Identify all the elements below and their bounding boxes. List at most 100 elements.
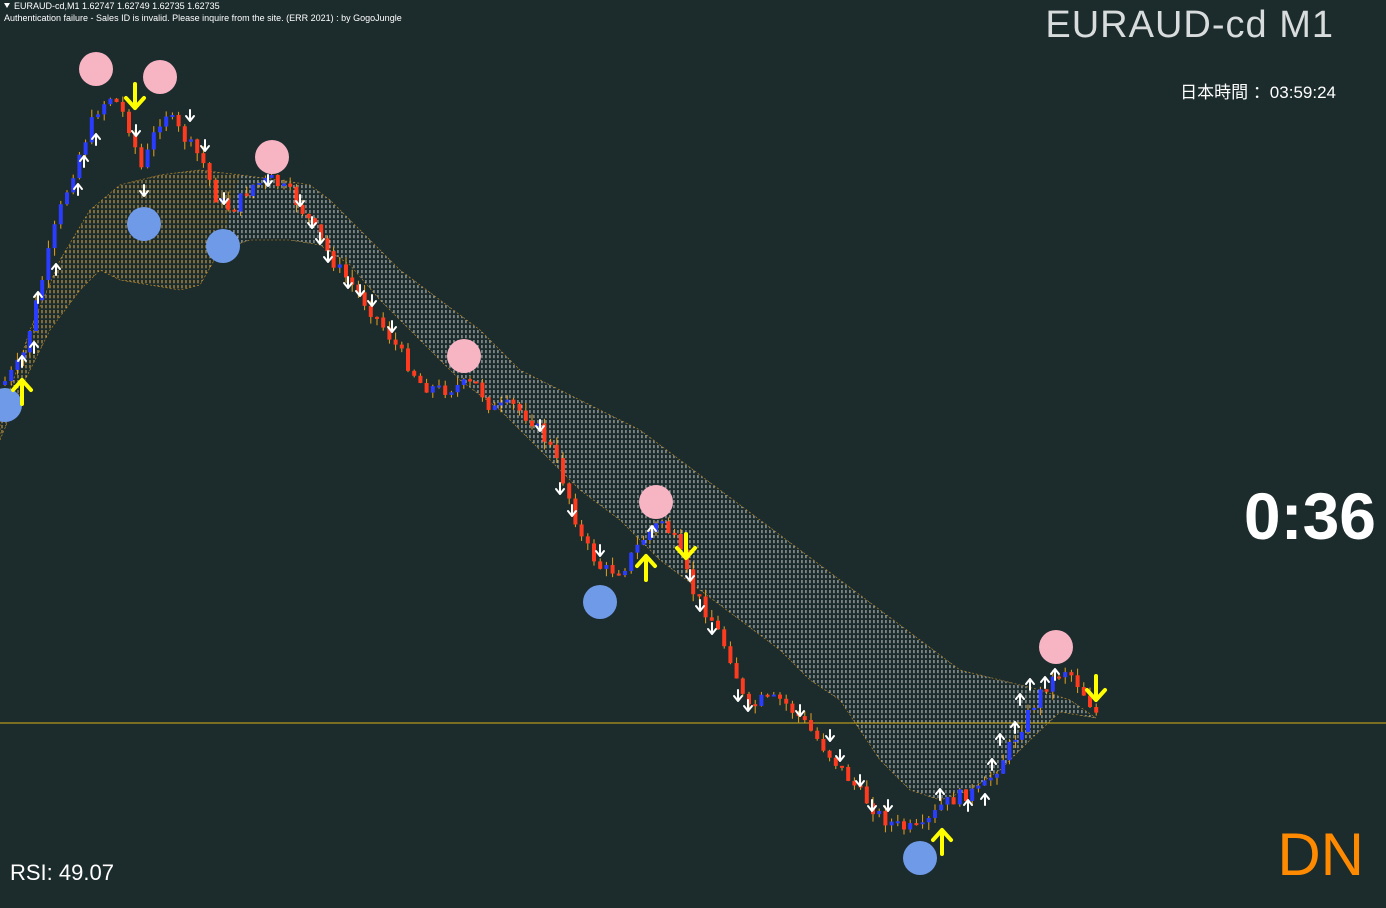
down-tick-arrow-icon xyxy=(743,699,753,712)
bull-candle xyxy=(604,564,609,569)
down-tick-arrow-icon xyxy=(295,194,305,207)
bear-candle xyxy=(368,305,373,317)
down-tick-arrow-icon xyxy=(367,294,377,307)
swing-high-marker xyxy=(639,485,673,519)
down-tick-arrow-shape xyxy=(139,184,149,197)
down-tick-arrow-icon xyxy=(695,599,705,612)
bear-candle xyxy=(399,344,404,349)
bear-candle xyxy=(1044,689,1049,692)
up-tick-arrow-icon xyxy=(647,525,657,538)
bull-candle xyxy=(3,381,7,385)
bear-candle xyxy=(325,238,330,252)
bear-candle xyxy=(833,757,838,766)
bull-candle xyxy=(945,797,950,805)
down-tick-arrow-icon xyxy=(883,799,893,812)
bear-candle xyxy=(480,382,485,398)
bull-candle xyxy=(623,570,627,576)
bear-candle xyxy=(393,339,398,345)
bull-candle xyxy=(976,785,981,789)
down-tick-arrow-shape xyxy=(743,699,753,712)
up-tick-arrow-icon xyxy=(1015,693,1025,706)
up-tick-arrow-shape xyxy=(1040,676,1050,689)
bull-candle xyxy=(58,204,63,225)
up-tick-arrow-shape xyxy=(647,525,657,538)
bull-candle xyxy=(9,369,14,382)
bear-candle xyxy=(517,403,522,411)
bull-candle xyxy=(759,694,764,706)
down-tick-arrow-shape xyxy=(695,599,705,612)
bear-candle xyxy=(542,423,547,442)
bull-candle xyxy=(449,392,454,395)
down-tick-arrow-shape xyxy=(595,544,605,557)
bear-candle xyxy=(232,209,237,212)
down-tick-arrow-icon xyxy=(595,544,605,557)
up-tick-arrow-icon xyxy=(33,291,43,304)
yellow-down-arrow-shape xyxy=(675,532,697,560)
jst-clock: 日本時間 ：03:59:24 xyxy=(1180,78,1336,103)
bear-candle xyxy=(592,543,596,562)
bear-candle xyxy=(709,617,714,621)
bull-candle xyxy=(889,821,894,826)
down-tick-arrow-icon xyxy=(707,622,717,635)
down-tick-arrow-icon xyxy=(867,799,877,812)
swing-low-marker xyxy=(127,207,161,241)
down-tick-arrow-shape xyxy=(883,799,893,812)
down-tick-arrow-shape xyxy=(707,622,717,635)
bear-candle xyxy=(1094,707,1099,713)
bull-candle xyxy=(982,780,987,786)
bull-candle xyxy=(263,177,268,184)
swing-high-marker xyxy=(447,339,481,373)
bull-candle xyxy=(920,822,925,825)
bear-candle xyxy=(809,720,813,731)
bear-candle xyxy=(344,264,348,278)
yellow-down-arrow-shape xyxy=(1085,674,1107,702)
candlesticks xyxy=(3,96,1099,835)
bear-candle xyxy=(616,573,621,576)
bull-candle xyxy=(1032,707,1037,710)
bear-candle xyxy=(951,797,956,805)
bear-candle xyxy=(1057,676,1061,679)
up-tick-arrow-shape xyxy=(17,355,27,368)
bear-candle xyxy=(486,397,491,410)
bull-candle xyxy=(1063,672,1068,678)
up-tick-arrow-shape xyxy=(935,788,945,801)
bull-candle xyxy=(660,521,665,524)
bull-candle xyxy=(437,385,441,388)
up-tick-arrow-icon xyxy=(73,183,83,196)
bear-candle xyxy=(740,678,745,694)
down-tick-arrow-shape xyxy=(367,294,377,307)
yellow-down-arrow-icon xyxy=(675,532,697,560)
bear-candle xyxy=(523,410,528,421)
down-tick-arrow-shape xyxy=(685,569,695,582)
triangle-down-icon[interactable] xyxy=(4,3,10,8)
down-tick-arrow-shape xyxy=(795,704,805,717)
up-tick-arrow-shape xyxy=(33,291,43,304)
down-tick-arrow-icon xyxy=(200,139,210,152)
chart-ohlc-header[interactable]: EURAUD-cd,M1 1.62747 1.62749 1.62735 1.6… xyxy=(4,1,220,11)
signal-arrows xyxy=(11,82,1107,856)
down-tick-arrow-shape xyxy=(323,250,333,263)
bar-countdown: 0:36 xyxy=(1243,479,1376,553)
down-tick-arrow-icon xyxy=(139,184,149,197)
bull-candle xyxy=(455,384,460,393)
bear-candle xyxy=(350,277,355,285)
jst-time: ：03:59:24 xyxy=(1252,83,1336,102)
symbol-title: EURAUD-cd M1 xyxy=(1045,4,1334,46)
down-tick-arrow-shape xyxy=(295,194,305,207)
bear-candle xyxy=(902,821,906,830)
bull-candle xyxy=(895,821,900,824)
bull-candle xyxy=(34,300,38,332)
bear-candle xyxy=(561,458,565,484)
bull-candle xyxy=(27,331,32,353)
bear-candle xyxy=(554,444,559,459)
bull-candle xyxy=(170,115,175,118)
down-tick-arrow-shape xyxy=(535,419,545,432)
bull-candle xyxy=(939,804,944,811)
bull-candle xyxy=(629,552,634,571)
bear-candle xyxy=(579,524,584,537)
bull-candle xyxy=(337,264,342,268)
bull-candle xyxy=(1050,676,1055,692)
bear-candle xyxy=(765,694,770,697)
bear-candle xyxy=(734,663,739,679)
